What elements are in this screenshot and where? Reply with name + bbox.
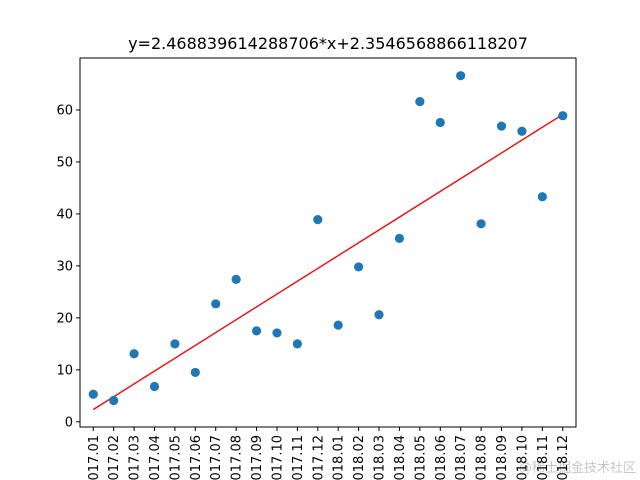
data-point [476, 219, 486, 229]
data-point [170, 339, 180, 349]
fit-line [92, 113, 564, 411]
x-tick-label: 2018.07 [454, 435, 469, 480]
x-tick-label: 2018.11 [536, 435, 551, 480]
x-tick-label: 2018.02 [352, 435, 367, 480]
x-tick-label: 2017.08 [230, 435, 245, 480]
y-tick-label: 20 [56, 311, 73, 326]
x-tick-label: 2017.05 [168, 435, 183, 480]
data-point [333, 320, 343, 330]
plot-frame [79, 57, 577, 428]
data-point [456, 71, 466, 81]
x-tick-label: 2017.06 [189, 435, 204, 480]
x-tick-label: 2017.12 [311, 435, 326, 480]
x-tick-label: 2017.07 [209, 435, 224, 480]
x-tick-label: 2018.08 [475, 435, 490, 480]
data-point [374, 310, 384, 320]
y-tick-label: 30 [56, 259, 73, 274]
x-tick-label: 2018.09 [495, 435, 510, 480]
watermark: @稀土掘金技术社区 [519, 460, 636, 476]
x-tick-label: 2018.10 [515, 435, 530, 480]
data-points [88, 71, 568, 406]
x-tick-label: 2018.12 [556, 435, 571, 480]
data-point [537, 192, 547, 202]
data-point [149, 381, 160, 392]
data-point [354, 262, 364, 272]
data-point [292, 339, 302, 349]
data-point [394, 233, 405, 243]
data-point [415, 97, 425, 107]
data-point [190, 367, 200, 378]
data-point [129, 349, 139, 359]
chart-title: y=2.468839614288706*x+2.3546568866118207 [128, 34, 528, 53]
x-tick-label: 2017.04 [148, 435, 163, 480]
y-axis: 0 10 20 30 40 50 60 [56, 103, 80, 430]
y-tick-label: 60 [56, 103, 73, 118]
x-tick-label: 2017.10 [270, 435, 285, 480]
data-point [272, 328, 282, 338]
y-tick-label: 0 [65, 415, 73, 430]
data-point [496, 121, 507, 131]
x-tick-label: 2017.01 [87, 435, 102, 480]
data-point [231, 274, 241, 284]
x-tick-label: 2017.11 [291, 435, 306, 480]
x-tick-label: 2017.03 [128, 435, 143, 480]
data-point [251, 326, 262, 336]
x-tick-label: 2018.04 [393, 435, 408, 480]
x-tick-label: 2017.02 [107, 435, 122, 480]
data-point [517, 126, 527, 136]
x-axis: 2017.01 2017.02 2017.03 2017.04 2017.05 2017.… [87, 427, 571, 480]
fit-line-group [92, 113, 564, 411]
data-point [435, 117, 445, 128]
data-point [313, 215, 323, 225]
x-tick-label: 2018.05 [413, 435, 428, 480]
x-tick-label: 2018.01 [332, 435, 347, 480]
y-tick-label: 10 [56, 363, 73, 378]
y-tick-label: 40 [56, 207, 73, 222]
y-tick-label: 50 [56, 155, 73, 170]
x-tick-label: 2018.06 [434, 435, 449, 480]
data-point [109, 395, 119, 406]
data-point [88, 389, 98, 399]
x-tick-label: 2017.09 [250, 435, 265, 480]
x-tick-label: 2018.03 [373, 435, 388, 480]
data-point [211, 299, 221, 309]
data-point [558, 111, 568, 121]
